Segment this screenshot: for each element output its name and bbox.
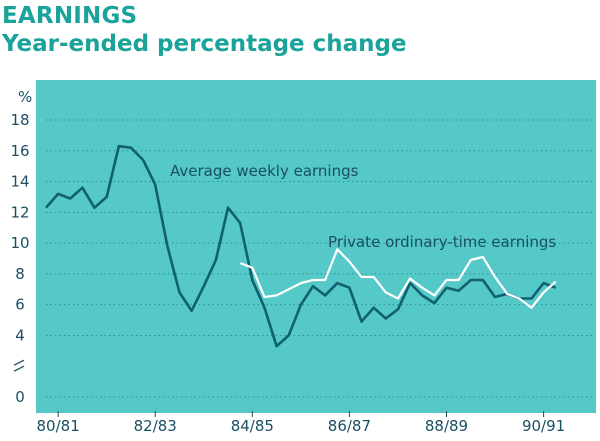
plot-panel — [36, 80, 596, 413]
y-tick-label: 16 — [10, 142, 29, 160]
series-annotations: Average weekly earnings Private ordinary-… — [170, 162, 556, 251]
series-line-awe — [45, 144, 557, 348]
x-tick-label: 90/91 — [522, 417, 565, 435]
x-tick-label: 88/89 — [425, 417, 468, 435]
x-tick-label: 80/81 — [37, 417, 80, 435]
y-tick-label: 18 — [10, 111, 29, 129]
chart-title: EARNINGS — [2, 3, 138, 29]
y-tick-label: 0 — [15, 388, 25, 406]
axis-break-icon — [13, 359, 25, 372]
x-tick-label: 84/85 — [231, 417, 274, 435]
series-lines — [45, 144, 557, 348]
x-tick-label: 86/87 — [328, 417, 371, 435]
y-tick-label: 8 — [15, 265, 25, 283]
chart-subtitle: Year-ended percentage change — [2, 31, 407, 57]
y-axis-ticks: 0 4 6 8 10 12 14 16 18 — [10, 111, 29, 406]
y-tick-label: 14 — [10, 173, 29, 191]
y-tick-label: 6 — [15, 296, 25, 314]
axis-break-stroke — [13, 365, 25, 372]
y-tick-label: 12 — [10, 203, 29, 221]
x-tick-label: 82/83 — [134, 417, 177, 435]
grid-lines — [46, 119, 592, 398]
axis-break-stroke — [13, 359, 25, 366]
y-tick-label: 4 — [15, 326, 25, 344]
x-axis-ticks: 80/81 82/83 84/85 86/87 88/89 90/91 — [37, 411, 565, 435]
y-tick-label: 10 — [10, 234, 29, 252]
series-line-pote — [239, 248, 557, 309]
y-axis-unit-label: % — [18, 88, 32, 106]
annotation-awe: Average weekly earnings — [170, 162, 359, 180]
annotation-pote: Private ordinary-time earnings — [328, 233, 556, 251]
